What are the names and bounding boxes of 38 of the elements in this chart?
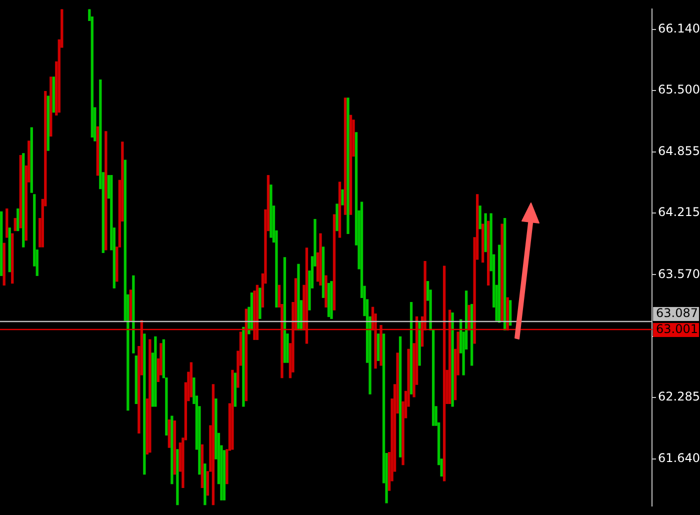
candlestick [212,384,215,506]
candlestick [132,275,135,354]
candlestick [242,326,245,407]
y-tick-label: 65.500 [658,82,700,96]
candlestick [50,76,52,137]
y-tick-label: 64.855 [658,144,700,158]
candlestick [231,370,234,450]
candlestick [338,182,342,238]
y-tick-label: 63.570 [658,266,700,281]
candlestick [2,242,6,286]
candlestick [52,76,55,113]
candlestick [470,304,474,366]
candlestick [234,372,237,407]
candlestick [204,463,206,506]
candlestick [11,233,14,284]
candlestick [16,208,20,232]
candlestick [486,220,490,286]
ref-line-label: 63.001 [656,322,698,336]
ref-line-label: 63.087 [656,306,698,320]
candlestick [170,416,174,484]
y-tick-label: 64.215 [658,205,700,220]
candlestick [19,154,22,228]
candlestick [6,208,8,238]
candlestick [380,324,382,366]
candlestick [244,308,248,402]
candlestick [190,362,193,398]
candlestick [498,244,501,323]
candlestick [148,339,152,453]
y-tick-label: 61.640 [658,451,700,466]
candlestick [442,266,446,482]
candlestick [96,126,99,176]
candlestick [327,282,330,318]
candlestick [481,224,484,263]
candlestick [154,336,157,407]
y-tick-label: 62.285 [658,390,700,404]
candlestick [173,420,176,475]
y-tick-label: 66.140 [658,21,700,36]
candlestick [484,213,487,252]
